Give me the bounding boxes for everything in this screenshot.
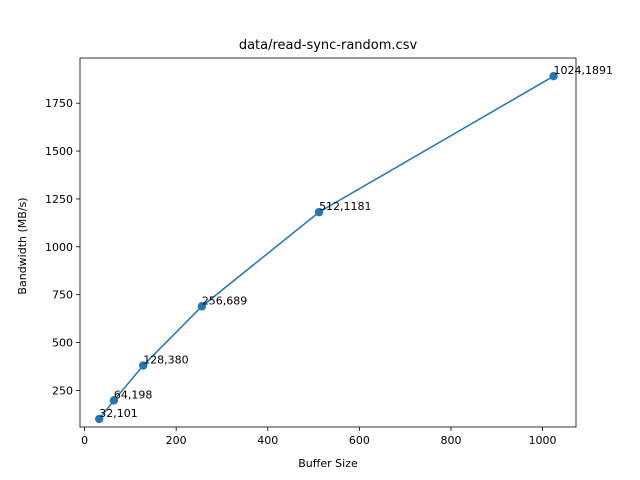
data-point [314,207,324,217]
data-label: 64,198 [114,388,153,401]
data-label: 256,689 [202,294,248,307]
plot-area: 0 200 400 600 800 1000 250 500 750 1000 1250 1500 17… [45,57,614,447]
x-tick-label: 0 [81,434,88,447]
y-tick-label: 1750 [45,97,73,110]
x-tick-label: 800 [440,434,461,447]
data-point [549,71,558,81]
y-axis-label: Bandwidth (MB/s) [16,197,29,294]
y-tick-label: 1000 [45,241,73,254]
data-label: 128,380 [143,354,189,367]
data-label: 32,101 [99,407,138,420]
series-line [98,75,554,420]
data-point [197,302,207,311]
x-tick-label: 200 [166,434,187,447]
chart-title: data/read-sync-random.csv [239,38,418,53]
data-label: 512,1181 [319,200,372,213]
x-tick-label: 600 [349,434,370,447]
axes-frame [79,57,577,428]
y-tick-label: 1250 [45,193,73,206]
data-point [139,361,148,370]
x-tick-label: 1000 [529,434,557,447]
data-point [95,414,104,424]
x-axis-label: Buffer Size [298,457,358,470]
x-tick-label: 400 [257,434,278,447]
y-tick-label: 500 [52,337,73,350]
y-tick-label: 750 [52,289,73,302]
data-point [109,396,119,405]
y-tick-label: 1500 [45,145,73,158]
y-tick-label: 250 [52,384,73,397]
data-label: 1024,1891 [554,64,614,77]
